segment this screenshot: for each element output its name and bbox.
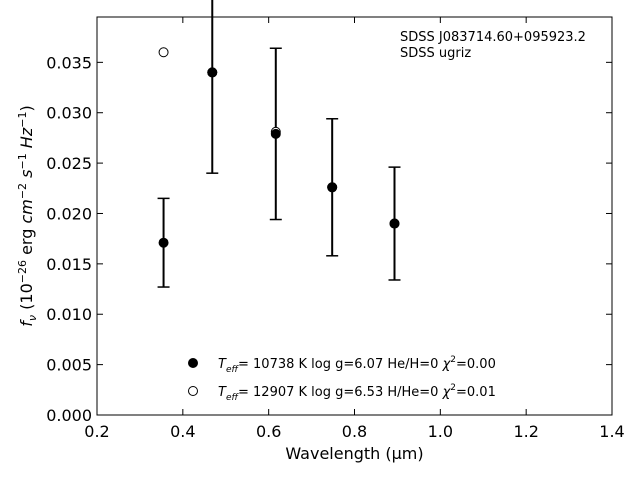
point-filled — [327, 182, 338, 193]
point-filled — [389, 218, 400, 229]
y-tick-label: 0.030 — [46, 104, 92, 123]
y-axis-ticks: 0.000 0.005 0.010 0.015 0.020 0.025 0.030 0.035 — [46, 53, 612, 425]
point-open — [158, 47, 169, 58]
legend-label-filled: Teff= 10738 K log g=6.07 He/H=0 χ2=0.00 — [218, 355, 496, 375]
y-tick-label: 0.025 — [46, 154, 92, 173]
y-tick-label: 0.020 — [46, 204, 92, 223]
annotation-object-name: SDSS J083714.60+095923.2 — [400, 30, 586, 45]
y-tick-label: 0.000 — [46, 406, 92, 425]
x-axis-label: Wavelength (μm) — [285, 444, 423, 463]
legend-label-open: Teff= 12907 K log g=6.53 H/He=0 χ2=0.01 — [218, 383, 496, 403]
point-filled — [270, 128, 281, 139]
legend-marker-filled — [188, 358, 198, 368]
x-tick-label: 0.2 — [84, 422, 109, 441]
y-tick-label: 0.035 — [46, 53, 92, 72]
error-bars — [157, 0, 401, 288]
x-tick-label: 1.2 — [513, 422, 538, 441]
legend-marker-open — [188, 386, 198, 396]
x-tick-label: 1.4 — [599, 422, 624, 441]
y-axis-label: fν (10−26 erg cm−2 s−1 Hz−1) — [16, 105, 39, 326]
plot-frame — [96, 16, 613, 416]
x-tick-label: 0.8 — [342, 422, 367, 441]
x-tick-label: 1.0 — [428, 422, 453, 441]
annotation-photometry: SDSS ugriz — [400, 46, 471, 61]
x-axis-ticks: 0.2 0.4 0.6 0.8 1.0 1.2 1.4 — [84, 17, 625, 441]
point-filled — [158, 237, 169, 248]
legend: Teff= 10738 K log g=6.07 He/H=0 χ2=0.00 … — [188, 355, 496, 403]
data-markers — [158, 47, 400, 248]
x-tick-label: 0.6 — [256, 422, 281, 441]
y-tick-label: 0.015 — [46, 255, 92, 274]
y-tick-label: 0.010 — [46, 305, 92, 324]
x-tick-label: 0.4 — [170, 422, 195, 441]
point-filled — [207, 67, 218, 78]
y-tick-label: 0.005 — [46, 356, 92, 375]
